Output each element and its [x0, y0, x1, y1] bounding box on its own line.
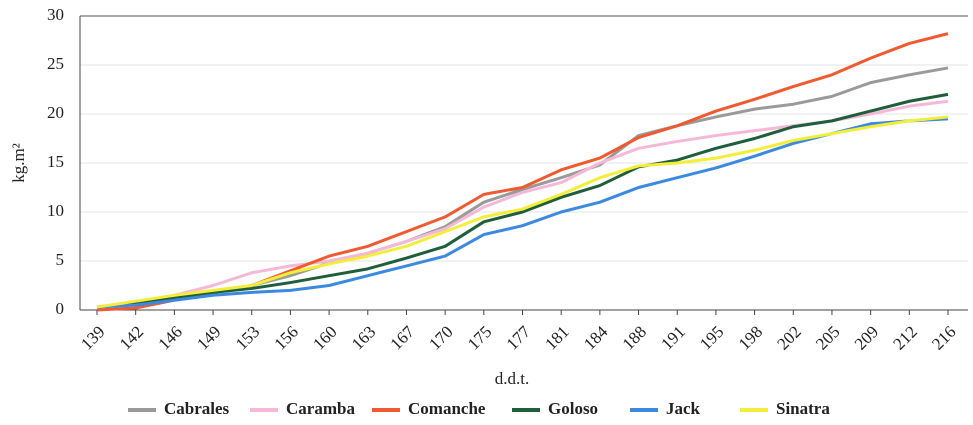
- x-tick-label: 153: [232, 322, 263, 353]
- series-line: [96, 99, 949, 309]
- x-tick-label: 184: [580, 322, 612, 354]
- x-tick-label: 142: [116, 322, 147, 353]
- x-tick-label: 167: [387, 322, 419, 354]
- legend-label: Cabrales: [164, 399, 230, 418]
- y-tick-label: 25: [47, 54, 64, 73]
- x-tick-label: 163: [348, 322, 379, 353]
- x-tick-label: 212: [889, 322, 920, 353]
- x-tick-label: 139: [77, 322, 108, 353]
- x-tick-label: 205: [812, 322, 843, 353]
- x-tick-label: 188: [619, 322, 650, 353]
- y-tick-label: 5: [56, 250, 65, 269]
- x-tick-label: 195: [696, 322, 727, 353]
- x-tick-label: 191: [657, 322, 688, 353]
- y-tick-label: 0: [56, 299, 65, 318]
- y-tick-label: 30: [47, 5, 64, 24]
- y-tick-label: 10: [47, 201, 64, 220]
- legend-label: Goloso: [548, 399, 598, 418]
- x-tick-label: 175: [464, 322, 495, 353]
- legend-label: Comanche: [408, 399, 486, 418]
- x-tick-label: 216: [928, 322, 959, 353]
- x-tick-label: 209: [851, 322, 882, 353]
- series-line: [96, 115, 949, 309]
- x-tick-label: 181: [541, 322, 572, 353]
- y-tick-label: 15: [47, 152, 64, 171]
- series-line: [96, 32, 949, 312]
- y-axis-label: kg.m²: [9, 143, 28, 183]
- x-axis-label: d.d.t.: [495, 369, 529, 388]
- x-tick-label: 170: [425, 322, 456, 353]
- series-line: [96, 92, 949, 309]
- x-tick-label: 146: [154, 322, 185, 353]
- y-tick-label: 20: [47, 103, 64, 122]
- x-tick-label: 156: [271, 322, 302, 353]
- legend-label: Caramba: [286, 399, 355, 418]
- series-line: [96, 117, 949, 309]
- x-tick-label: 160: [309, 322, 340, 353]
- legend-label: Sinatra: [776, 399, 830, 418]
- legend-label: Jack: [666, 399, 701, 418]
- x-tick-label: 198: [735, 322, 766, 353]
- x-tick-label: 177: [503, 322, 535, 354]
- x-tick-label: 202: [773, 322, 804, 353]
- x-tick-label: 149: [193, 322, 224, 353]
